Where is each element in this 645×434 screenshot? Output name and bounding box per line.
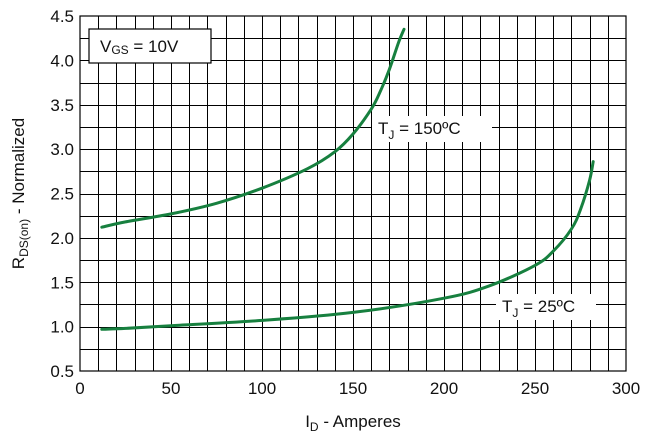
x-tick-label: 50 (162, 379, 181, 398)
condition-label: VGS = 10V (100, 37, 179, 57)
y-tick-label: 4.5 (50, 7, 74, 26)
series-label-25c-text: TJ = 25ºC (502, 297, 575, 320)
y-tick-label: 1.5 (50, 273, 74, 292)
x-tick-label: 150 (339, 379, 367, 398)
series-label-150c: TJ = 150ºC (372, 116, 492, 142)
y-tick-label: 4.0 (50, 51, 74, 70)
series-line-25c (100, 160, 595, 331)
y-tick-labels: 0.5 1.0 1.5 2.0 2.5 3.0 3.5 4.0 4.5 (50, 7, 74, 381)
plot-frame (79, 15, 627, 372)
y-axis-title: RDS(on) - Normalized (9, 118, 31, 269)
y-tick-label: 2.0 (50, 229, 74, 248)
x-tick-label: 300 (612, 379, 640, 398)
x-tick-label: 200 (430, 379, 458, 398)
series-lines (100, 27, 595, 331)
x-tick-labels: 0 50 100 150 200 250 300 (75, 379, 640, 398)
series-label-150c-text: TJ = 150ºC (378, 119, 461, 142)
condition-box: VGS = 10V (88, 28, 212, 64)
y-tick-label: 1.0 (50, 318, 74, 337)
x-tick-label: 250 (521, 379, 549, 398)
y-tick-label: 3.0 (50, 140, 74, 159)
y-tick-label: 2.5 (50, 185, 74, 204)
y-tick-label: 0.5 (50, 362, 74, 381)
y-tick-label: 3.5 (50, 96, 74, 115)
x-tick-label: 0 (75, 379, 84, 398)
series-label-25c: TJ = 25ºC (496, 294, 596, 320)
x-axis-title: ID - Amperes (305, 412, 401, 434)
series-line-150c (100, 27, 406, 229)
x-tick-label: 100 (248, 379, 276, 398)
